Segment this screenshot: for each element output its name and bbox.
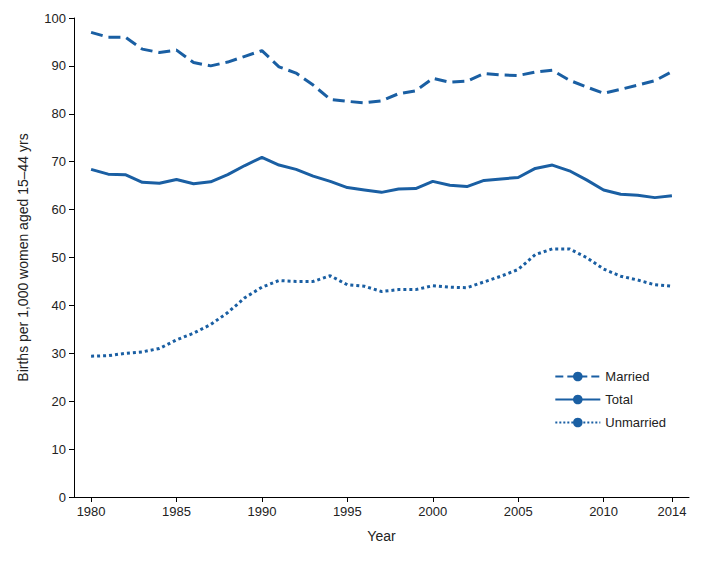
svg-text:10: 10 <box>52 442 66 457</box>
svg-text:Married: Married <box>605 369 649 384</box>
svg-text:100: 100 <box>44 11 66 26</box>
svg-text:90: 90 <box>52 58 66 73</box>
svg-text:1985: 1985 <box>162 504 191 519</box>
svg-text:Total: Total <box>605 392 633 407</box>
svg-text:50: 50 <box>52 250 66 265</box>
svg-text:1990: 1990 <box>247 504 276 519</box>
svg-text:Unmarried: Unmarried <box>605 415 666 430</box>
svg-text:2014: 2014 <box>657 504 686 519</box>
svg-text:2000: 2000 <box>418 504 447 519</box>
svg-text:60: 60 <box>52 202 66 217</box>
svg-text:20: 20 <box>52 394 66 409</box>
svg-text:Year: Year <box>367 528 396 544</box>
svg-text:80: 80 <box>52 106 66 121</box>
svg-text:Births per 1,000 women aged 15: Births per 1,000 women aged 15–44 yrs <box>15 133 31 381</box>
svg-text:40: 40 <box>52 298 66 313</box>
svg-text:0: 0 <box>59 490 66 505</box>
svg-text:2005: 2005 <box>504 504 533 519</box>
svg-text:1995: 1995 <box>333 504 362 519</box>
svg-text:30: 30 <box>52 346 66 361</box>
svg-text:1980: 1980 <box>77 504 106 519</box>
svg-text:70: 70 <box>52 154 66 169</box>
svg-text:2010: 2010 <box>589 504 618 519</box>
